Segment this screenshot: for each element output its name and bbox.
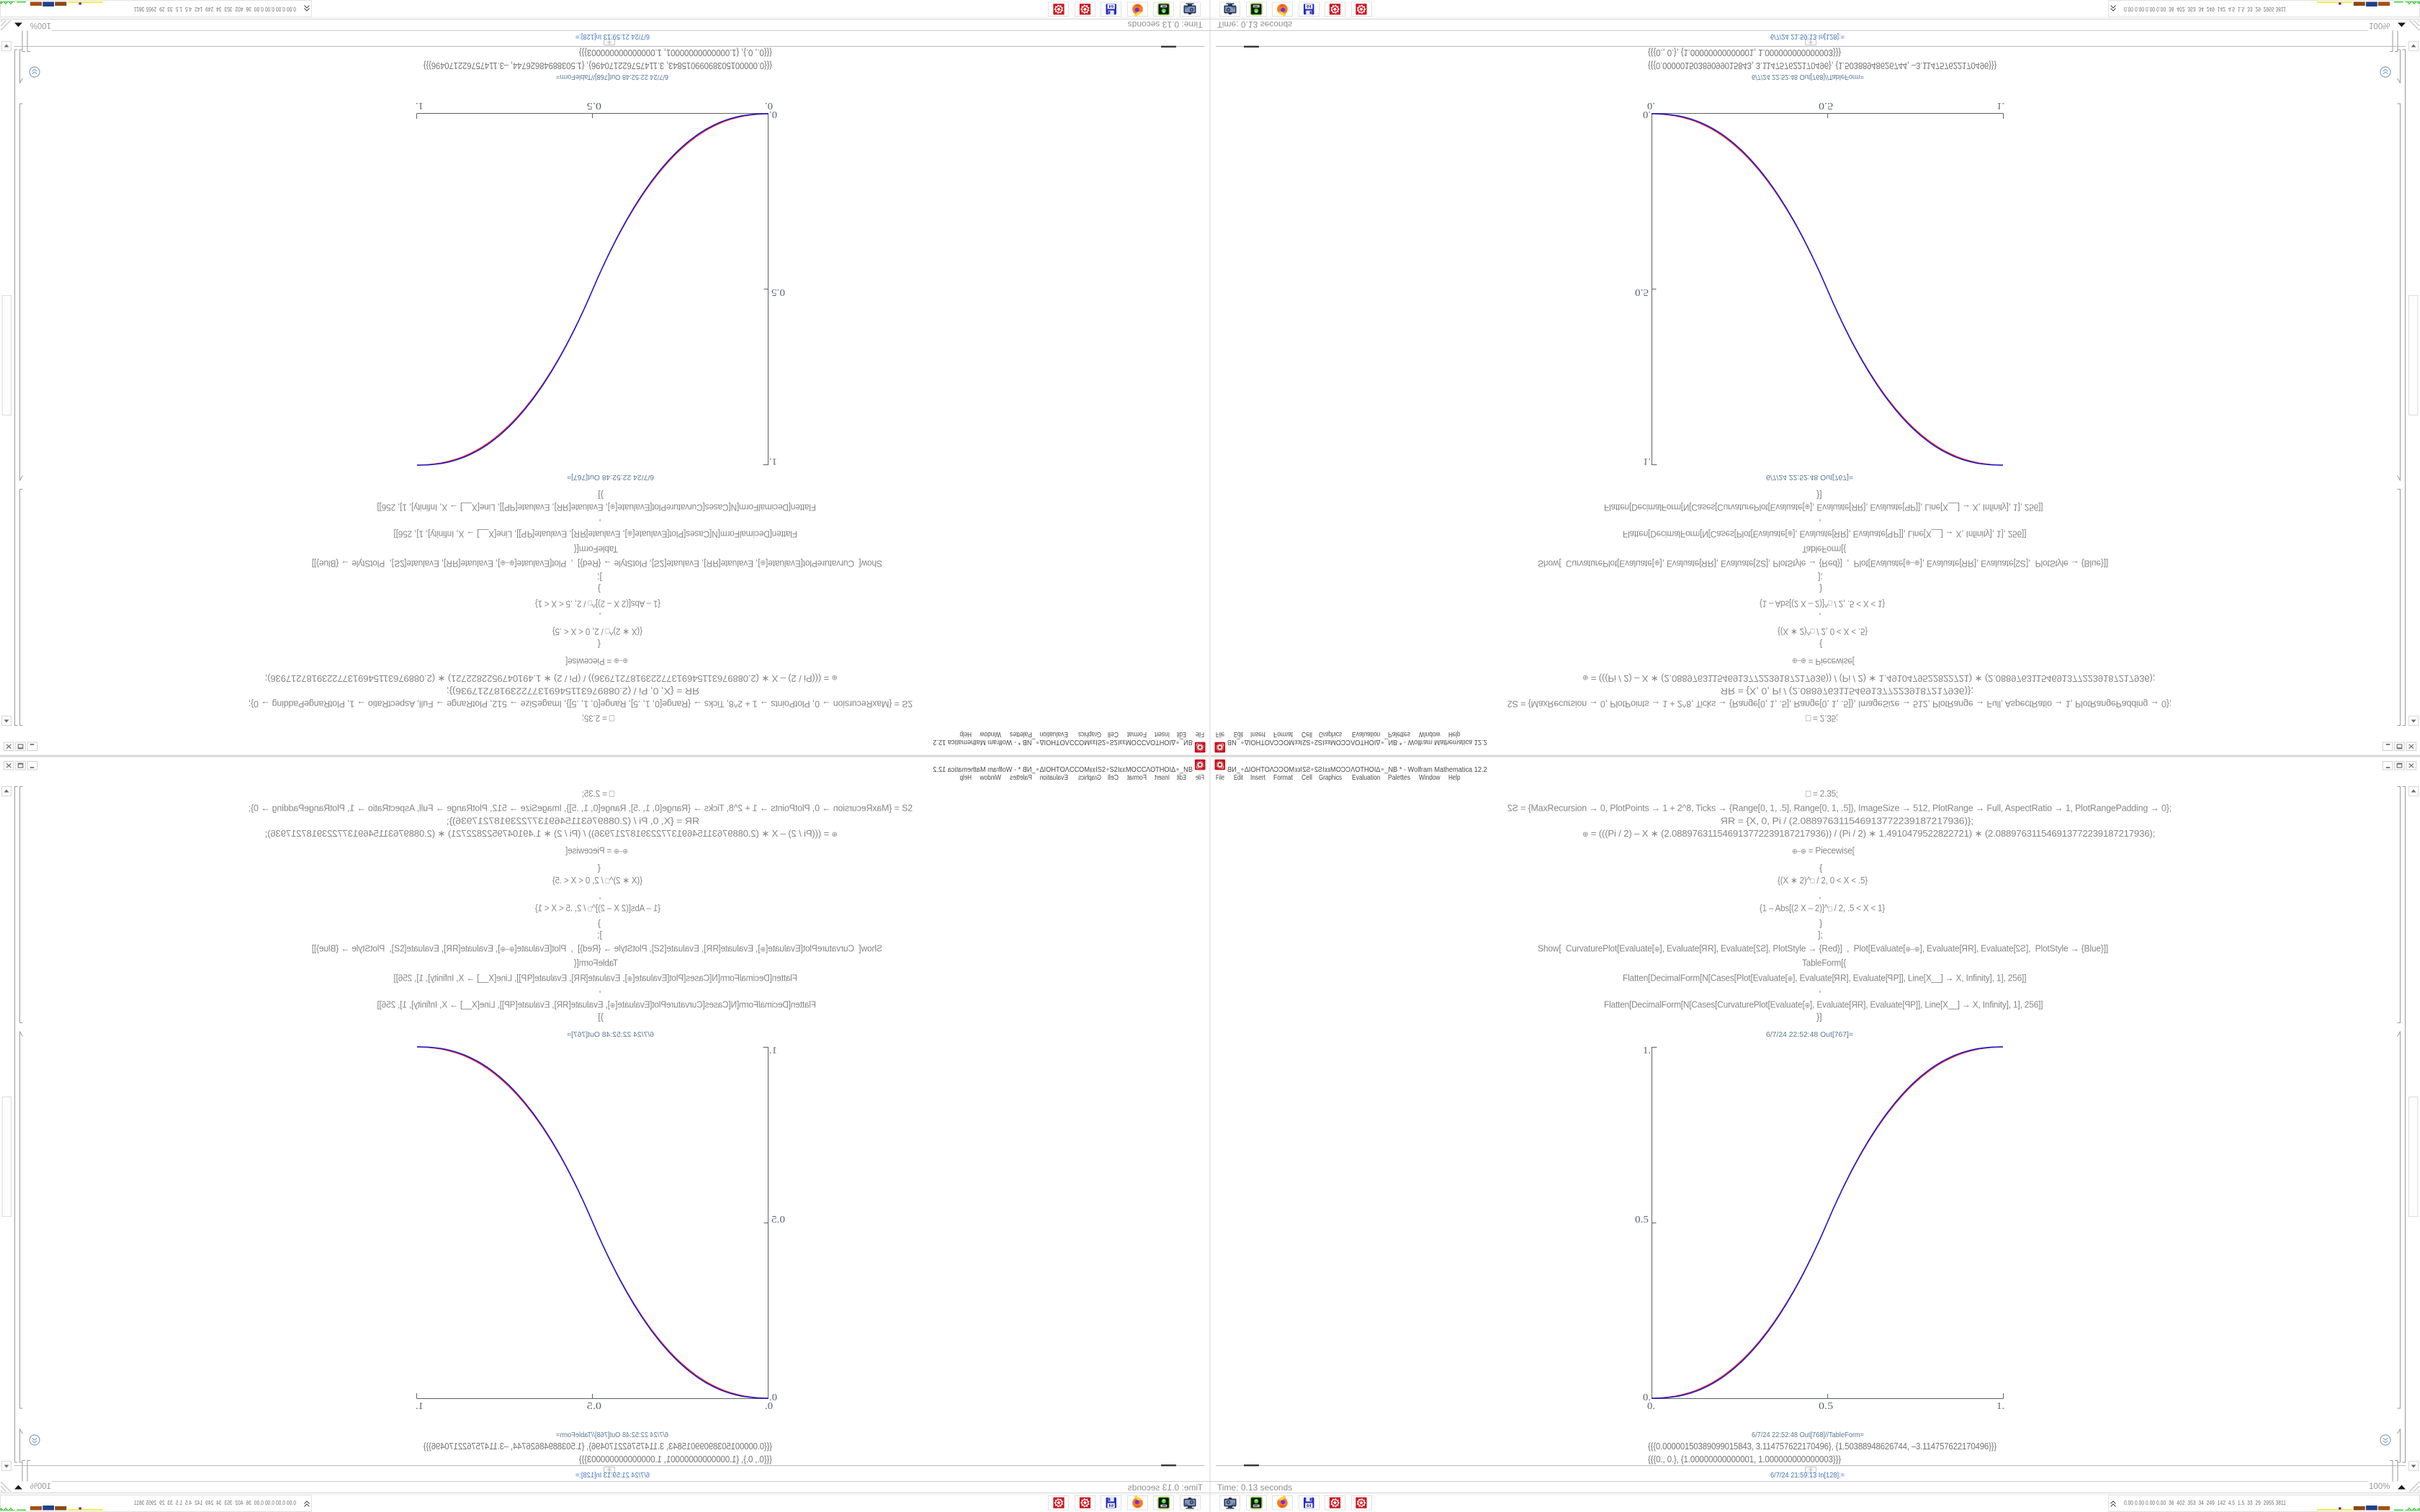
svg-text:64: 64 (1108, 4, 1113, 8)
svg-text:64: 64 (1307, 1504, 1312, 1508)
svg-text:64: 64 (1108, 1504, 1113, 1508)
svg-text:64: 64 (1307, 4, 1312, 8)
